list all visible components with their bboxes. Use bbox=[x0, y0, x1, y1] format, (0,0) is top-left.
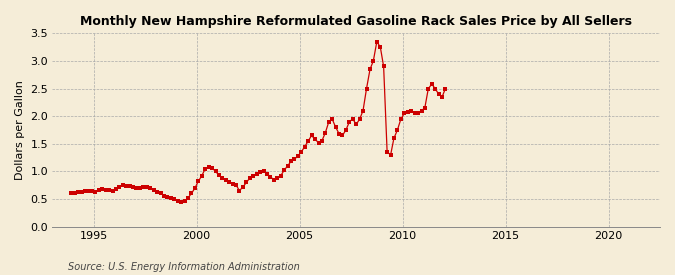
Title: Monthly New Hampshire Reformulated Gasoline Rack Sales Price by All Sellers: Monthly New Hampshire Reformulated Gasol… bbox=[80, 15, 632, 28]
Y-axis label: Dollars per Gallon: Dollars per Gallon bbox=[15, 80, 25, 180]
Text: Source: U.S. Energy Information Administration: Source: U.S. Energy Information Administ… bbox=[68, 262, 299, 272]
